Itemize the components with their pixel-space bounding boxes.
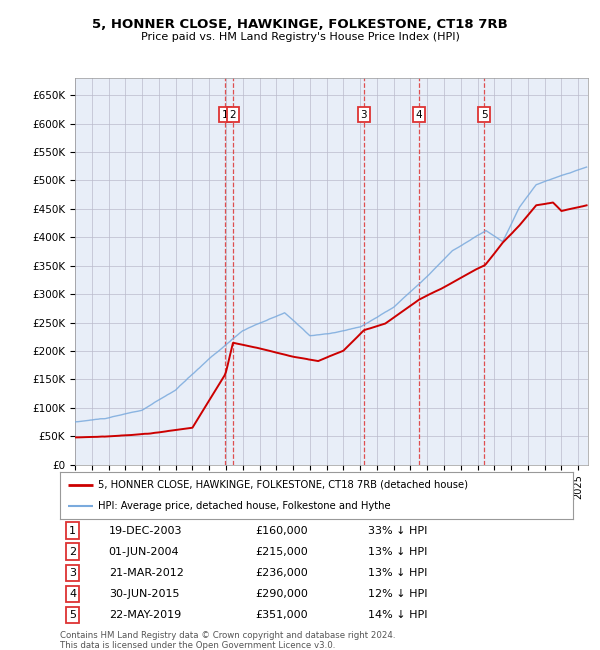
Text: 2: 2 (230, 110, 236, 120)
Text: £215,000: £215,000 (255, 547, 308, 556)
Text: 3: 3 (70, 567, 76, 578)
Text: 01-JUN-2004: 01-JUN-2004 (109, 547, 179, 556)
Text: £351,000: £351,000 (255, 610, 308, 619)
Text: 4: 4 (415, 110, 422, 120)
Text: 5, HONNER CLOSE, HAWKINGE, FOLKESTONE, CT18 7RB: 5, HONNER CLOSE, HAWKINGE, FOLKESTONE, C… (92, 18, 508, 31)
Text: 13% ↓ HPI: 13% ↓ HPI (368, 567, 427, 578)
Text: This data is licensed under the Open Government Licence v3.0.: This data is licensed under the Open Gov… (60, 641, 335, 650)
Text: Contains HM Land Registry data © Crown copyright and database right 2024.: Contains HM Land Registry data © Crown c… (60, 630, 395, 640)
Text: £236,000: £236,000 (255, 567, 308, 578)
Text: 19-DEC-2003: 19-DEC-2003 (109, 526, 182, 536)
Text: 5, HONNER CLOSE, HAWKINGE, FOLKESTONE, CT18 7RB (detached house): 5, HONNER CLOSE, HAWKINGE, FOLKESTONE, C… (98, 480, 469, 489)
Text: HPI: Average price, detached house, Folkestone and Hythe: HPI: Average price, detached house, Folk… (98, 501, 391, 511)
Text: 22-MAY-2019: 22-MAY-2019 (109, 610, 181, 619)
Text: £290,000: £290,000 (255, 589, 308, 599)
Text: 13% ↓ HPI: 13% ↓ HPI (368, 547, 427, 556)
Text: 4: 4 (69, 589, 76, 599)
Text: 12% ↓ HPI: 12% ↓ HPI (368, 589, 427, 599)
Text: 21-MAR-2012: 21-MAR-2012 (109, 567, 184, 578)
Text: 1: 1 (70, 526, 76, 536)
Text: 14% ↓ HPI: 14% ↓ HPI (368, 610, 427, 619)
Text: 2: 2 (69, 547, 76, 556)
Text: 1: 1 (222, 110, 229, 120)
Text: Price paid vs. HM Land Registry's House Price Index (HPI): Price paid vs. HM Land Registry's House … (140, 32, 460, 42)
Text: 3: 3 (361, 110, 367, 120)
Text: 33% ↓ HPI: 33% ↓ HPI (368, 526, 427, 536)
Text: £160,000: £160,000 (255, 526, 308, 536)
Text: 5: 5 (481, 110, 487, 120)
Text: 5: 5 (70, 610, 76, 619)
Text: 30-JUN-2015: 30-JUN-2015 (109, 589, 179, 599)
